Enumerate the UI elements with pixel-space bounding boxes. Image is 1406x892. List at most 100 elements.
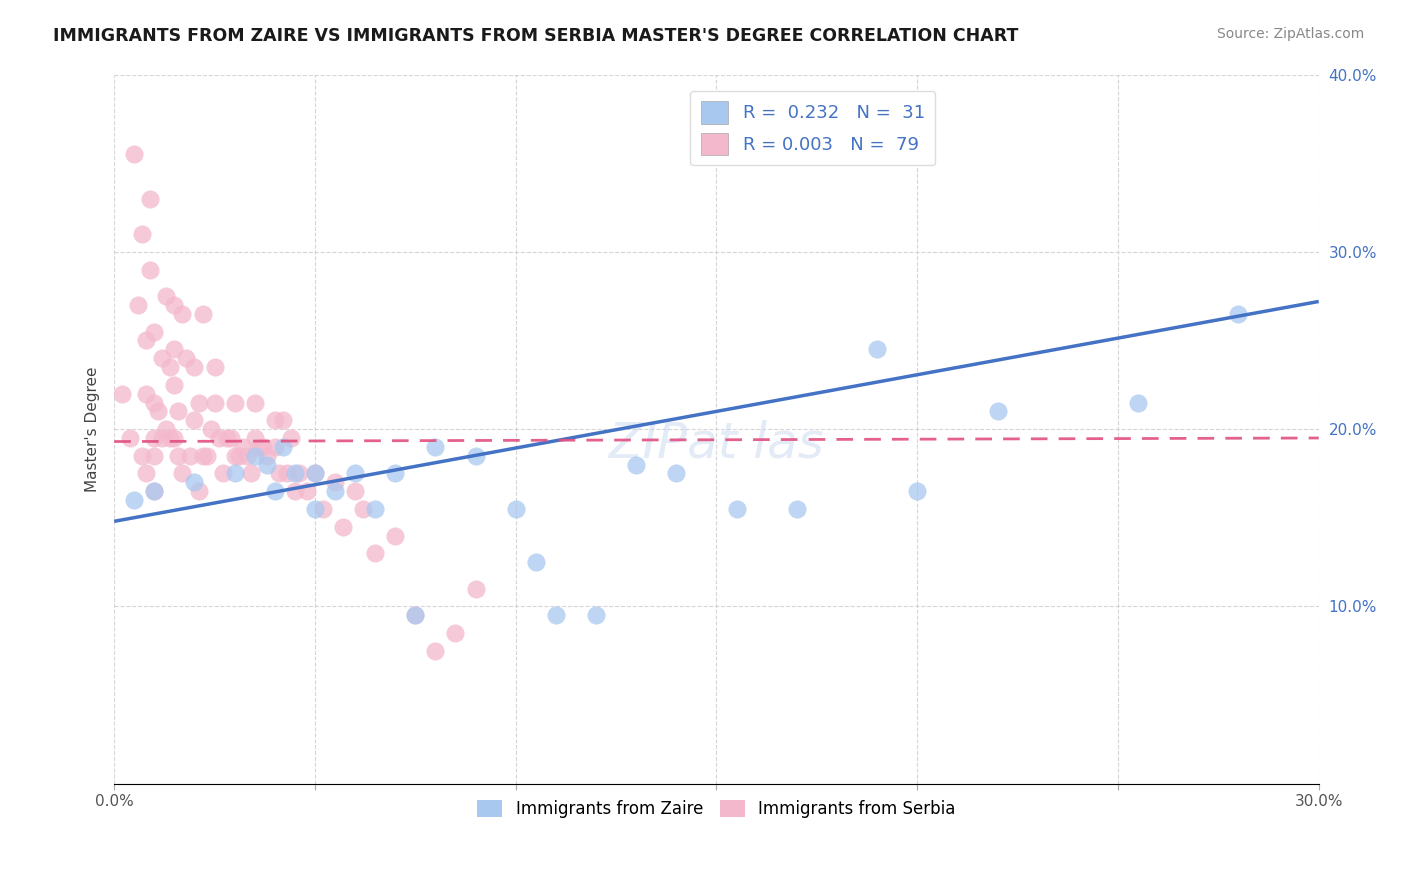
Text: IMMIGRANTS FROM ZAIRE VS IMMIGRANTS FROM SERBIA MASTER'S DEGREE CORRELATION CHAR: IMMIGRANTS FROM ZAIRE VS IMMIGRANTS FROM…: [53, 27, 1019, 45]
Point: [155, 289, 177, 303]
Point: [183, 413, 205, 427]
Point: [131, 449, 153, 463]
Point: [263, 413, 285, 427]
Point: [191, 307, 214, 321]
Point: [725, 502, 748, 516]
Point: [139, 192, 162, 206]
Point: [332, 519, 354, 533]
Point: [143, 431, 166, 445]
Point: [425, 644, 447, 658]
Point: [232, 440, 254, 454]
Point: [505, 502, 527, 516]
Point: [384, 467, 406, 481]
Point: [404, 608, 426, 623]
Point: [127, 298, 149, 312]
Point: [288, 467, 311, 481]
Point: [235, 449, 257, 463]
Point: [284, 467, 307, 481]
Point: [323, 475, 346, 490]
Point: [139, 262, 162, 277]
Point: [304, 467, 326, 481]
Point: [172, 307, 194, 321]
Point: [344, 467, 367, 481]
Point: [135, 467, 157, 481]
Point: [252, 440, 274, 454]
Point: [143, 484, 166, 499]
Point: [1126, 395, 1149, 409]
Point: [544, 608, 567, 623]
Point: [1227, 307, 1250, 321]
Point: [256, 449, 278, 463]
Point: [163, 298, 186, 312]
Point: [271, 413, 294, 427]
Point: [295, 484, 318, 499]
Point: [624, 458, 647, 472]
Point: [905, 484, 928, 499]
Point: [243, 395, 266, 409]
Point: [211, 467, 233, 481]
Point: [163, 431, 186, 445]
Point: [179, 449, 201, 463]
Point: [224, 467, 246, 481]
Point: [122, 147, 145, 161]
Point: [187, 395, 209, 409]
Point: [150, 431, 173, 445]
Point: [191, 449, 214, 463]
Point: [665, 467, 688, 481]
Point: [986, 404, 1008, 418]
Point: [464, 449, 486, 463]
Point: [143, 484, 166, 499]
Text: ZIPat las: ZIPat las: [609, 419, 824, 467]
Point: [219, 431, 242, 445]
Point: [120, 431, 142, 445]
Point: [159, 431, 181, 445]
Point: [167, 449, 190, 463]
Point: [585, 608, 607, 623]
Point: [263, 484, 285, 499]
Point: [195, 449, 218, 463]
Point: [143, 395, 166, 409]
Point: [228, 449, 250, 463]
Point: [204, 360, 226, 375]
Point: [183, 475, 205, 490]
Point: [263, 440, 285, 454]
Point: [224, 449, 246, 463]
Point: [207, 431, 229, 445]
Point: [163, 343, 186, 357]
Y-axis label: Master's Degree: Master's Degree: [86, 367, 100, 491]
Point: [284, 484, 307, 499]
Point: [239, 467, 262, 481]
Legend: Immigrants from Zaire, Immigrants from Serbia: Immigrants from Zaire, Immigrants from S…: [471, 794, 962, 825]
Point: [352, 502, 374, 516]
Point: [243, 431, 266, 445]
Point: [167, 404, 190, 418]
Point: [280, 431, 302, 445]
Point: [159, 360, 181, 375]
Point: [276, 467, 298, 481]
Point: [312, 502, 335, 516]
Point: [524, 555, 547, 569]
Point: [215, 431, 238, 445]
Point: [786, 502, 808, 516]
Point: [155, 422, 177, 436]
Point: [172, 467, 194, 481]
Point: [304, 467, 326, 481]
Point: [267, 467, 290, 481]
Point: [131, 227, 153, 241]
Point: [464, 582, 486, 596]
Point: [204, 395, 226, 409]
Point: [444, 626, 467, 640]
Point: [200, 422, 222, 436]
Point: [304, 502, 326, 516]
Point: [148, 404, 170, 418]
Point: [135, 334, 157, 348]
Point: [256, 458, 278, 472]
Text: Source: ZipAtlas.com: Source: ZipAtlas.com: [1216, 27, 1364, 41]
Point: [183, 360, 205, 375]
Point: [364, 546, 387, 560]
Point: [122, 493, 145, 508]
Point: [163, 377, 186, 392]
Point: [143, 449, 166, 463]
Point: [425, 440, 447, 454]
Point: [271, 440, 294, 454]
